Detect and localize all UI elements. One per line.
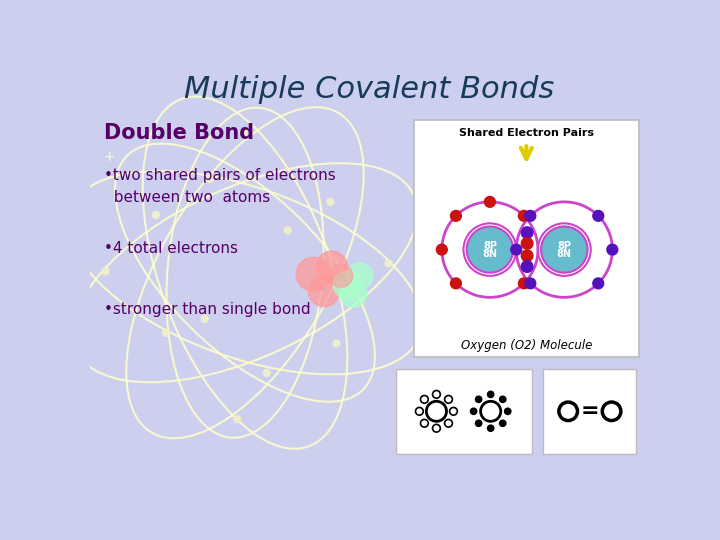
Circle shape — [240, 129, 247, 136]
Circle shape — [521, 261, 533, 272]
Text: Double Bond: Double Bond — [104, 123, 254, 143]
Circle shape — [436, 244, 447, 255]
Circle shape — [467, 226, 513, 273]
Circle shape — [474, 395, 482, 403]
Circle shape — [525, 211, 536, 221]
Circle shape — [469, 408, 477, 415]
Text: Shared Electron Pairs: Shared Electron Pairs — [459, 129, 594, 138]
Circle shape — [518, 278, 529, 289]
Circle shape — [593, 211, 603, 221]
FancyBboxPatch shape — [396, 369, 532, 454]
Circle shape — [541, 226, 588, 273]
Circle shape — [316, 251, 347, 282]
Text: +: + — [104, 150, 116, 164]
Circle shape — [504, 408, 512, 415]
Circle shape — [296, 257, 330, 291]
Circle shape — [487, 424, 495, 432]
Circle shape — [234, 416, 240, 422]
Circle shape — [521, 250, 533, 261]
Circle shape — [485, 197, 495, 207]
Circle shape — [499, 420, 507, 427]
Circle shape — [327, 198, 334, 205]
Circle shape — [309, 276, 340, 307]
Circle shape — [451, 278, 462, 289]
Circle shape — [518, 211, 529, 221]
Circle shape — [284, 227, 291, 234]
Text: =: = — [580, 401, 599, 421]
Circle shape — [102, 268, 109, 275]
Circle shape — [525, 278, 536, 289]
Text: Multiple Covalent Bonds: Multiple Covalent Bonds — [184, 75, 554, 104]
Circle shape — [153, 212, 159, 218]
Circle shape — [333, 340, 340, 347]
Circle shape — [510, 244, 522, 255]
FancyBboxPatch shape — [544, 369, 636, 454]
Circle shape — [346, 262, 373, 289]
Circle shape — [264, 369, 270, 376]
Text: 8N: 8N — [557, 249, 572, 259]
Circle shape — [607, 244, 618, 255]
Circle shape — [385, 260, 392, 267]
Circle shape — [474, 420, 482, 427]
Text: •two shared pairs of electrons
  between two  atoms: •two shared pairs of electrons between t… — [104, 168, 336, 205]
Circle shape — [499, 395, 507, 403]
Circle shape — [487, 390, 495, 398]
Circle shape — [521, 238, 533, 249]
Text: 8P: 8P — [557, 241, 571, 251]
FancyBboxPatch shape — [414, 120, 639, 357]
Circle shape — [330, 264, 353, 287]
Text: Oxygen (O2) Molecule: Oxygen (O2) Molecule — [461, 339, 592, 352]
Text: 8P: 8P — [483, 241, 497, 251]
Circle shape — [521, 227, 533, 239]
Text: 8N: 8N — [482, 249, 498, 259]
Circle shape — [333, 271, 361, 299]
Circle shape — [593, 278, 603, 289]
Circle shape — [207, 176, 214, 182]
Circle shape — [451, 211, 462, 221]
Circle shape — [201, 315, 208, 322]
Text: •stronger than single bond: •stronger than single bond — [104, 302, 310, 317]
Circle shape — [163, 329, 169, 336]
Text: •4 total electrons: •4 total electrons — [104, 240, 238, 255]
Circle shape — [341, 281, 366, 307]
